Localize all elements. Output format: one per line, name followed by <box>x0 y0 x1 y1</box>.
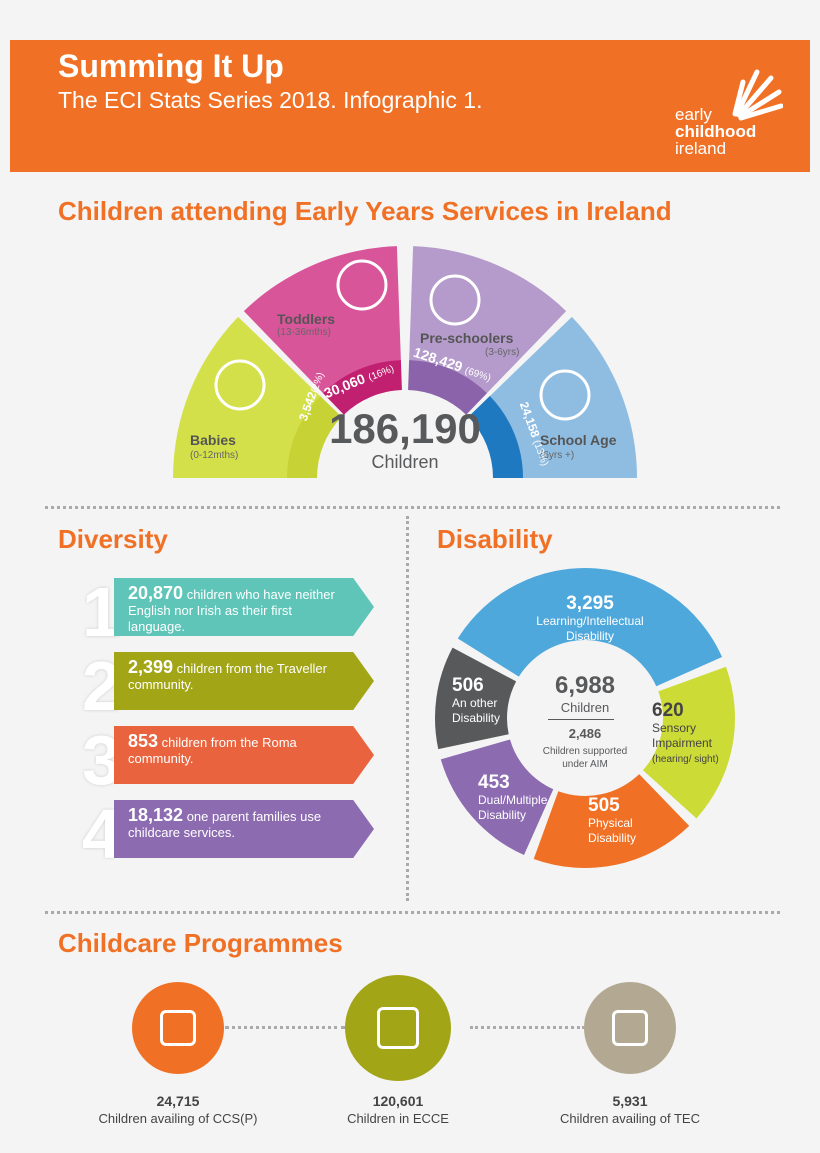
aim-count: 2,486 <box>568 726 602 741</box>
disability-total-label: Children <box>560 700 610 715</box>
programme-circle <box>345 975 451 1081</box>
babies-count-band <box>287 396 342 478</box>
children-sandpit-icon <box>611 1009 649 1047</box>
programme-label: Children in ECCE <box>347 1111 449 1126</box>
vertical-divider <box>406 516 409 901</box>
babies-label: Babies <box>190 432 236 448</box>
disability-learning: 3,295 Learning/Intellectual Disability <box>536 593 644 643</box>
children-playing-blocks-icon <box>159 1009 197 1047</box>
diversity-item: 2 2,399 children from the Traveller comm… <box>82 647 374 725</box>
diversity-arrow-bar <box>114 800 374 858</box>
page-title: Summing It Up <box>58 48 284 84</box>
child-hopscotch-icon <box>376 1006 420 1050</box>
center-divider <box>548 719 614 720</box>
school-age-segment <box>485 316 637 478</box>
disability-segment-physical <box>533 774 690 868</box>
diversity-text: 853 children from the Roma community. <box>128 731 297 766</box>
sunburst-logo-icon <box>732 69 783 121</box>
programme-value: 120,601 <box>372 1093 424 1109</box>
attendance-total: 186,190 <box>329 405 481 452</box>
page-subtitle: The ECI Stats Series 2018. Infographic 1… <box>58 87 483 113</box>
toddlers-segment <box>243 246 402 398</box>
logo-text-ireland: ireland <box>675 139 727 158</box>
preschoolers-label: Pre-schoolers <box>420 330 514 346</box>
school-age-count-band <box>468 396 523 478</box>
disability-total: 6,988 <box>554 672 616 699</box>
disability-ring <box>435 568 735 868</box>
preschoolers-segment <box>408 246 567 398</box>
attendance-heading: Children attending Early Years Services … <box>58 196 672 226</box>
disability-physical: 505 Physical Disability <box>588 795 637 845</box>
disability-heading: Disability <box>437 524 553 554</box>
logo-text-childhood: childhood <box>675 122 757 141</box>
programme-circle <box>132 982 224 1074</box>
header-banner <box>10 40 810 172</box>
diversity-arrow-bar <box>114 652 374 710</box>
programme-label: Children availing of CCS(P) <box>98 1111 258 1126</box>
connector <box>225 1026 345 1029</box>
diversity-arrow-bar <box>114 726 374 784</box>
school-age-age: (6yrs +) <box>540 450 575 461</box>
disability-segment-other <box>435 647 517 750</box>
school-age-label: School Age <box>540 432 617 448</box>
attendance-total-label: Children <box>371 452 439 472</box>
diversity-text: 18,132 one parent families use childcare… <box>128 805 322 840</box>
diversity-text: 20,870 children who have neither English… <box>128 583 335 634</box>
disability-segment-dual <box>440 739 554 856</box>
programme-circle <box>584 982 676 1074</box>
school-children-faces-icon <box>539 369 591 421</box>
preschoolers-age: (3-6yrs) <box>485 347 520 358</box>
toddlers-label: Toddlers <box>277 311 336 327</box>
early-childhood-ireland-logo: early childhood ireland <box>675 62 795 162</box>
disability-dual: 453 Dual/Multiple Disability <box>478 772 548 822</box>
disability-other: 506 An other Disability <box>452 675 501 725</box>
toddlers-count-band <box>323 360 402 415</box>
babies-segment <box>173 316 325 478</box>
diversity-text: 2,399 children from the Traveller commun… <box>128 657 327 692</box>
programme-label: Children availing of TEC <box>560 1111 700 1126</box>
attendance-semicircle <box>173 246 637 478</box>
divider <box>45 911 780 914</box>
connector <box>470 1026 585 1029</box>
diversity-arrow-bar <box>114 578 374 636</box>
diversity-item: 1 20,870 children who have neither Engli… <box>82 573 374 651</box>
toddler-face-icon <box>336 259 388 311</box>
preschoolers-count-band <box>408 360 487 415</box>
preschoolers-faces-icon <box>429 274 481 326</box>
disability-sensory: 620 Sensory Impairment (hearing/ sight) <box>652 700 719 765</box>
aim-label: Children supported under AIM <box>542 746 628 770</box>
disability-segment-learning <box>457 568 723 687</box>
programmes-heading: Childcare Programmes <box>58 928 343 958</box>
babies-age: (0-12mths) <box>190 450 239 461</box>
disability-segment-sensory <box>642 666 735 819</box>
diversity-item: 4 18,132 one parent families use childca… <box>82 795 374 873</box>
logo-text-early: early <box>675 105 712 124</box>
programme-value: 24,715 <box>156 1093 200 1109</box>
diversity-item: 3 853 children from the Roma community. <box>82 721 374 799</box>
baby-face-icon <box>214 359 266 411</box>
toddlers-age: (13-36mths) <box>277 327 331 338</box>
divider <box>45 506 780 509</box>
programme-value: 5,931 <box>612 1093 648 1109</box>
diversity-heading: Diversity <box>58 524 168 554</box>
